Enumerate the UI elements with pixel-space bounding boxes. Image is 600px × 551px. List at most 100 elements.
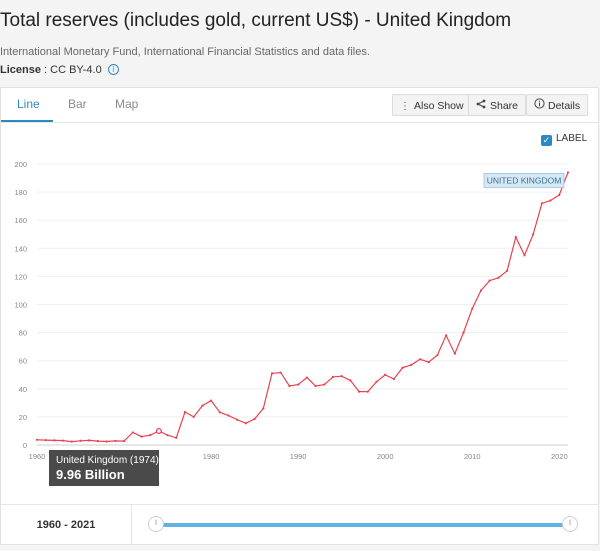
- data-point[interactable]: [88, 439, 91, 442]
- data-point[interactable]: [392, 377, 396, 381]
- also-show-button[interactable]: ⋮ Also Show: [392, 94, 472, 116]
- label-toggle-text: LABEL: [556, 133, 588, 144]
- page-title: Total reserves (includes gold, current U…: [0, 10, 512, 31]
- tab-map[interactable]: Map: [115, 97, 139, 111]
- data-point[interactable]: [62, 439, 65, 442]
- data-point[interactable]: [340, 375, 343, 378]
- slider-end-handle[interactable]: ⦀: [562, 516, 578, 532]
- data-point[interactable]: [331, 375, 335, 378]
- data-point[interactable]: [540, 202, 543, 205]
- series-line-united-kingdom[interactable]: [36, 172, 569, 443]
- data-point[interactable]: [244, 422, 248, 425]
- slider-start-handle[interactable]: ⦀: [148, 516, 164, 532]
- share-label: Share: [490, 100, 519, 112]
- data-point[interactable]: [462, 331, 465, 334]
- data-point[interactable]: [175, 436, 178, 439]
- data-point[interactable]: [96, 439, 100, 443]
- y-tick-label: 0: [23, 441, 27, 450]
- tab-bar[interactable]: Bar: [68, 97, 87, 111]
- data-point[interactable]: [262, 407, 265, 410]
- y-axis: 0 20 40 60 80 100 120 140 160 180 200: [14, 160, 27, 450]
- data-point[interactable]: [384, 373, 387, 376]
- data-point[interactable]: [122, 439, 126, 443]
- data-point[interactable]: [305, 376, 308, 379]
- data-point[interactable]: [140, 435, 143, 438]
- data-point[interactable]: [497, 276, 500, 279]
- data-point[interactable]: [288, 384, 291, 388]
- vertical-dots-icon: ⋮: [400, 101, 410, 112]
- chart-tabs: Line Bar Map ⋮ Also Show Share Details: [1, 88, 598, 123]
- label-toggle[interactable]: ✓ LABEL: [541, 133, 587, 146]
- data-point[interactable]: [149, 434, 152, 437]
- data-point[interactable]: [410, 363, 413, 367]
- data-point[interactable]: [227, 414, 230, 417]
- info-icon[interactable]: i: [107, 64, 119, 75]
- label-checkbox[interactable]: ✓: [541, 135, 552, 146]
- data-point[interactable]: [314, 384, 317, 388]
- data-point[interactable]: [505, 269, 509, 272]
- data-point[interactable]: [183, 410, 187, 414]
- data-point[interactable]: [236, 418, 239, 421]
- data-point[interactable]: [566, 171, 570, 174]
- data-point[interactable]: [323, 383, 326, 386]
- data-point[interactable]: [70, 440, 73, 443]
- data-point[interactable]: [209, 399, 213, 402]
- data-point[interactable]: [488, 279, 491, 282]
- data-point[interactable]: [166, 434, 169, 437]
- data-point[interactable]: [192, 415, 195, 418]
- data-point[interactable]: [218, 411, 221, 414]
- data-point[interactable]: [79, 439, 82, 442]
- data-point[interactable]: [357, 390, 361, 393]
- data-point[interactable]: [375, 380, 378, 383]
- data-point[interactable]: [445, 334, 448, 337]
- data-point[interactable]: [44, 438, 47, 442]
- y-tick-label: 140: [14, 244, 27, 253]
- details-button[interactable]: Details: [526, 94, 589, 116]
- series-label: UNITED KINGDOM: [483, 173, 565, 188]
- data-point[interactable]: [558, 193, 561, 197]
- data-point[interactable]: [471, 307, 474, 310]
- y-tick-label: 100: [14, 301, 27, 310]
- chart-tooltip: United Kingdom (1974) 9.96 Billion: [49, 450, 159, 486]
- y-tick-label: 40: [19, 385, 27, 394]
- data-point[interactable]: [105, 440, 108, 443]
- data-point[interactable]: [201, 404, 204, 407]
- data-point[interactable]: [349, 379, 352, 382]
- data-point[interactable]: [253, 417, 256, 421]
- data-point[interactable]: [436, 353, 439, 357]
- data-point[interactable]: [401, 366, 404, 369]
- year-range-slider-track[interactable]: [156, 523, 570, 527]
- data-point[interactable]: [532, 233, 535, 236]
- data-point[interactable]: [35, 438, 39, 441]
- data-point[interactable]: [279, 371, 282, 374]
- data-point[interactable]: [131, 431, 134, 434]
- share-button[interactable]: Share: [468, 94, 527, 116]
- data-point[interactable]: [297, 383, 300, 386]
- year-range-bar: 1960 - 2021 ⦀ ⦀: [1, 504, 598, 545]
- also-show-label: Also Show: [414, 100, 464, 112]
- data-point[interactable]: [453, 352, 456, 355]
- data-point[interactable]: [53, 439, 56, 442]
- gridlines: [37, 163, 568, 446]
- data-point[interactable]: [418, 358, 422, 361]
- series-label-text: UNITED KINGDOM: [487, 175, 562, 185]
- data-point[interactable]: [427, 361, 430, 364]
- data-point[interactable]: [549, 199, 552, 202]
- x-tick-label: 1990: [290, 452, 307, 461]
- data-point[interactable]: [114, 439, 117, 443]
- year-range-label: 1960 - 2021: [1, 505, 132, 545]
- chart-card: Line Bar Map ⋮ Also Show Share Details ✓ L…: [0, 87, 599, 545]
- data-point[interactable]: [514, 235, 517, 239]
- data-point[interactable]: [523, 254, 526, 257]
- x-axis: 1960 1980 1990 2000 2010 2020: [29, 452, 568, 461]
- highlight-point[interactable]: [155, 428, 162, 435]
- license-line: License : CC BY-4.0 i: [0, 64, 119, 76]
- tab-line[interactable]: Line: [17, 97, 40, 111]
- data-point[interactable]: [366, 390, 369, 393]
- x-tick-label: 1980: [203, 452, 220, 461]
- data-point[interactable]: [479, 289, 483, 292]
- data-point[interactable]: [270, 372, 274, 375]
- series-points: [35, 171, 570, 443]
- y-tick-label: 160: [14, 216, 27, 225]
- source-note: International Monetary Fund, Internation…: [0, 46, 370, 58]
